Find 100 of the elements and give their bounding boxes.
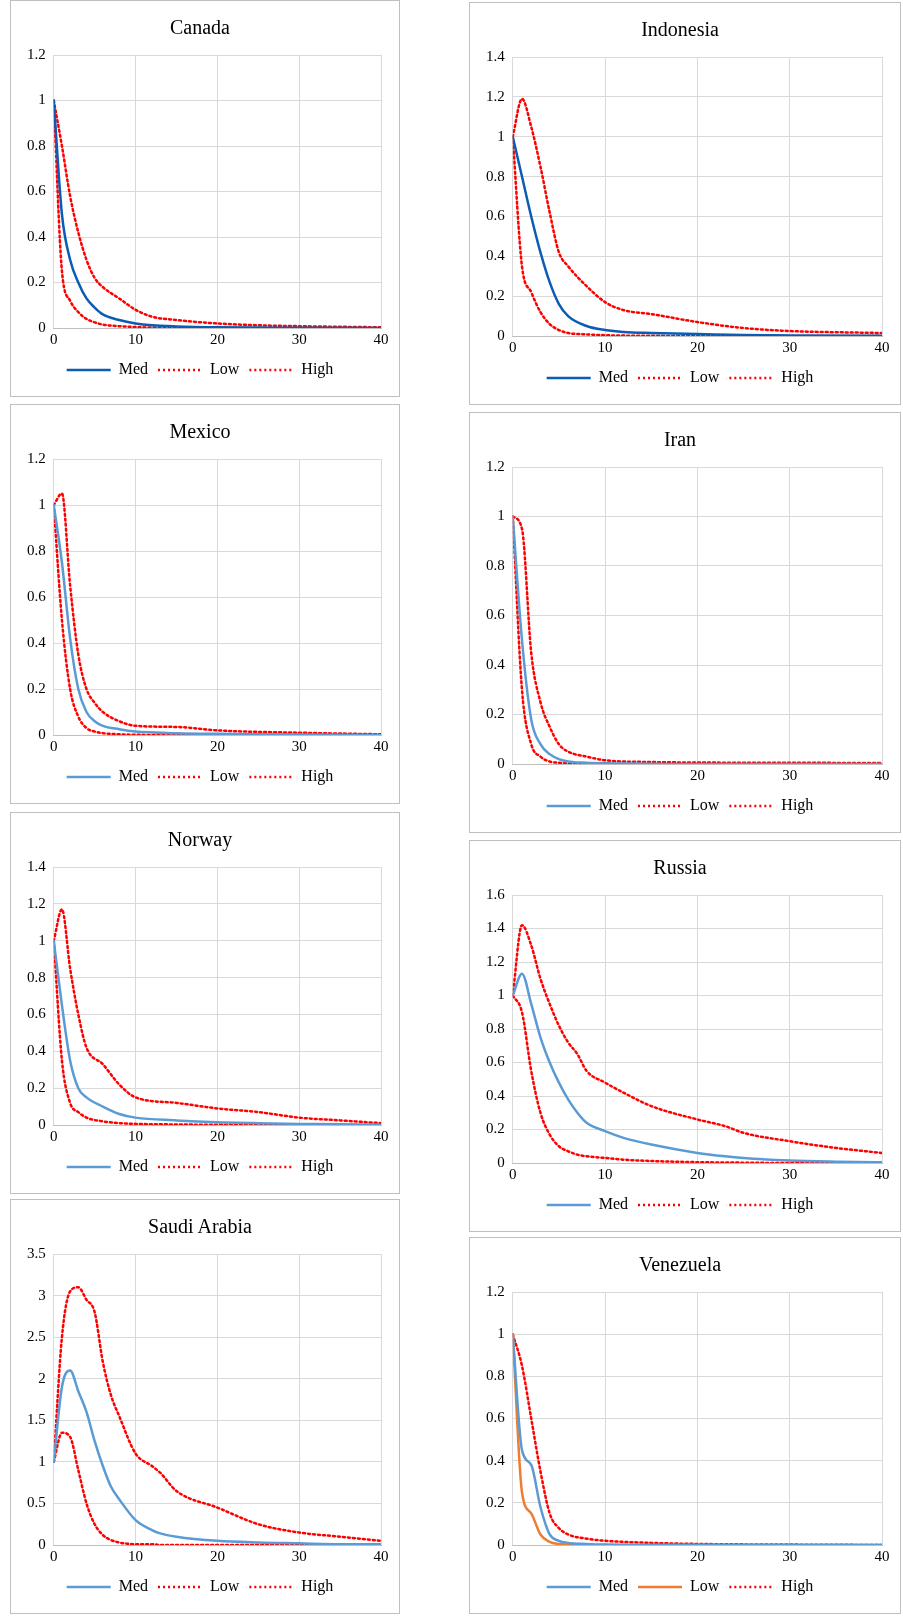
x-tick-label: 0	[50, 1127, 58, 1144]
legend-label: High	[301, 767, 334, 786]
y-tick-label: 1	[38, 931, 46, 948]
y-tick-label: 1	[38, 91, 46, 108]
y-tick-label: 1	[497, 986, 505, 1003]
x-tick-label: 30	[782, 1165, 798, 1182]
y-tick-label: 0	[497, 1535, 505, 1552]
y-tick-label: 0.4	[27, 1042, 47, 1059]
x-tick-label: 30	[291, 737, 307, 754]
x-tick-label: 0	[509, 1165, 517, 1182]
y-tick-label: 0.4	[27, 227, 47, 244]
x-tick-label: 30	[291, 1547, 307, 1564]
x-tick-label: 10	[597, 766, 613, 783]
x-tick-label: 10	[128, 330, 144, 347]
y-tick-label: 0.8	[486, 1367, 505, 1384]
legend-label: High	[781, 1577, 814, 1596]
legend-label: Low	[210, 1157, 240, 1175]
y-tick-label: 1.2	[486, 87, 505, 104]
x-tick-label: 0	[509, 1547, 517, 1564]
y-tick-label: 1.2	[27, 45, 46, 62]
legend-label: Low	[690, 368, 720, 386]
y-tick-label: 0.4	[27, 633, 47, 650]
x-tick-label: 0	[50, 1547, 58, 1564]
legend-label: High	[301, 360, 334, 379]
y-tick-label: 1	[497, 127, 505, 144]
legend-label: Low	[690, 1195, 720, 1213]
x-tick-label: 30	[782, 338, 798, 355]
legend-label: Low	[210, 1577, 240, 1595]
y-tick-label: 1	[38, 1452, 46, 1469]
legend-label: Low	[690, 796, 720, 814]
x-tick-label: 20	[689, 766, 705, 783]
legend-label: Med	[598, 1577, 628, 1595]
x-tick-label: 20	[209, 1547, 225, 1564]
y-tick-label: 0	[38, 1115, 46, 1132]
y-tick-label: 0.6	[486, 1409, 506, 1426]
y-tick-label: 2	[38, 1369, 46, 1386]
y-tick-label: 2.5	[27, 1328, 46, 1345]
x-tick-label: 10	[128, 1547, 144, 1564]
x-tick-label: 20	[689, 1165, 705, 1182]
legend-label: Low	[210, 360, 240, 378]
x-tick-label: 10	[597, 1547, 613, 1564]
x-tick-label: 40	[373, 737, 389, 754]
y-tick-label: 1	[497, 1325, 505, 1342]
x-tick-label: 0	[509, 338, 517, 355]
x-tick-label: 10	[128, 737, 144, 754]
y-tick-label: 1.2	[27, 449, 46, 466]
y-tick-label: 0.6	[486, 606, 506, 623]
y-tick-label: 0.4	[486, 1451, 506, 1468]
x-tick-label: 20	[689, 338, 705, 355]
legend-label: Med	[598, 796, 628, 814]
y-tick-label: 0.2	[27, 273, 46, 290]
legend-label: Med	[118, 1157, 148, 1175]
chart-title: Saudi Arabia	[148, 1215, 253, 1238]
x-tick-label: 10	[597, 338, 613, 355]
y-tick-label: 0.2	[27, 679, 46, 696]
y-tick-label: 0.4	[486, 247, 506, 264]
y-tick-label: 0.8	[27, 968, 46, 985]
legend-label: Med	[118, 360, 148, 378]
y-tick-label: 0.8	[486, 556, 505, 573]
legend-label: High	[301, 1577, 334, 1596]
legend-label: High	[781, 1195, 814, 1214]
y-tick-label: 0.6	[486, 207, 506, 224]
y-tick-label: 0.6	[27, 182, 47, 199]
x-tick-label: 0	[50, 737, 58, 754]
chart-title: Norway	[167, 828, 233, 852]
chart-title: Mexico	[169, 420, 231, 443]
legend-label: High	[781, 368, 814, 387]
legend-label: Med	[118, 1577, 148, 1595]
x-tick-label: 30	[782, 766, 798, 783]
legend-label: Low	[210, 767, 240, 785]
y-tick-label: 1	[38, 495, 46, 512]
y-tick-label: 1.6	[486, 885, 506, 902]
y-tick-label: 0.5	[27, 1494, 46, 1511]
y-tick-label: 0.8	[486, 167, 505, 184]
y-tick-label: 0	[497, 1153, 505, 1170]
y-tick-label: 0.6	[27, 1005, 47, 1022]
y-tick-label: 0	[497, 754, 505, 771]
legend-label: High	[781, 796, 814, 815]
y-tick-label: 1.5	[27, 1411, 46, 1428]
x-tick-label: 30	[291, 330, 307, 347]
x-tick-label: 10	[597, 1165, 613, 1182]
x-tick-label: 10	[128, 1127, 144, 1144]
y-tick-label: 3	[38, 1286, 46, 1303]
y-tick-label: 1.4	[486, 47, 506, 64]
x-tick-label: 30	[782, 1547, 798, 1564]
x-tick-label: 40	[373, 330, 389, 347]
y-tick-label: 0.4	[486, 655, 506, 672]
legend-label: Med	[118, 767, 148, 785]
y-tick-label: 0.2	[486, 287, 505, 304]
y-tick-label: 0.6	[486, 1053, 506, 1070]
legend-label: Med	[598, 368, 628, 386]
chart-title: Venezuela	[638, 1253, 722, 1276]
y-tick-label: 0.2	[486, 1493, 505, 1510]
x-tick-label: 40	[874, 338, 890, 355]
y-tick-label: 1.2	[486, 952, 505, 969]
x-tick-label: 0	[509, 766, 517, 783]
x-tick-label: 20	[209, 330, 225, 347]
chart-title: Canada	[170, 16, 231, 39]
chart-title: Iran	[663, 428, 697, 451]
y-tick-label: 0.2	[486, 1120, 505, 1137]
